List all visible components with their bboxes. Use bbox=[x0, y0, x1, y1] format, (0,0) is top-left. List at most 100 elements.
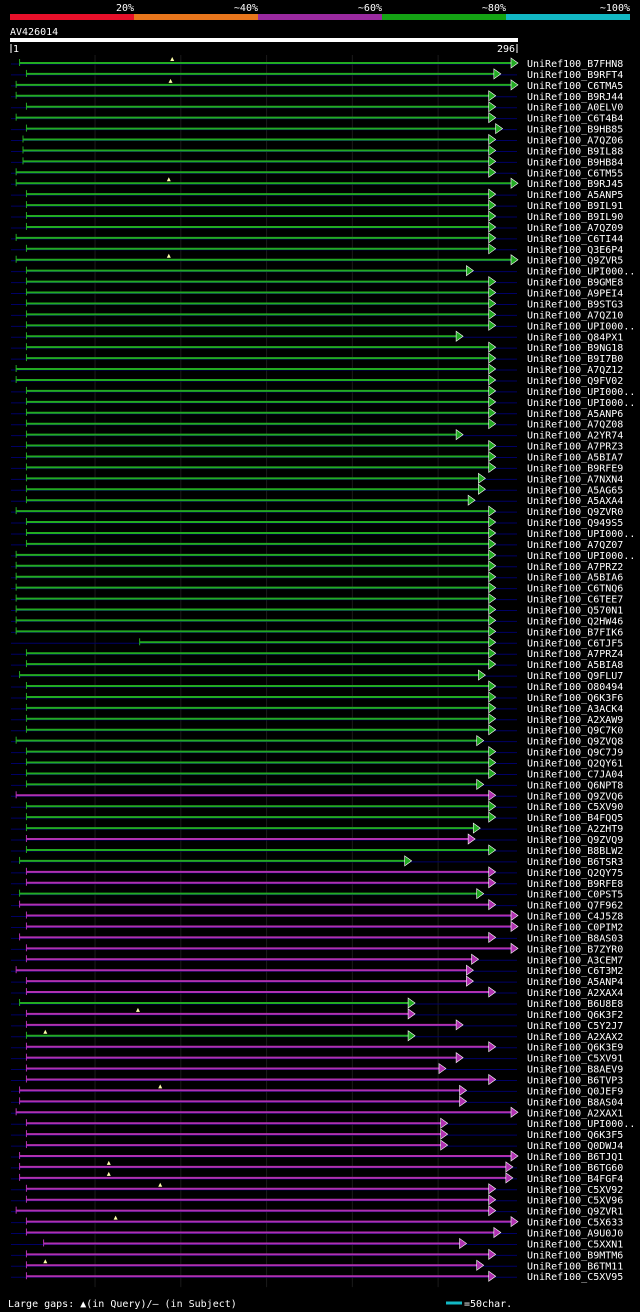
hit-end-arrow bbox=[476, 888, 485, 900]
query-gap-marker bbox=[135, 1007, 140, 1012]
hit-label: UniRef100_A7QZ12 bbox=[527, 365, 623, 376]
hit-label: UniRef100_A2XAX1 bbox=[527, 1108, 623, 1119]
color-scale-segment bbox=[258, 14, 382, 20]
hit-end-arrow bbox=[488, 1205, 497, 1217]
hit-label: UniRef100_Q6K3E9 bbox=[527, 1043, 623, 1054]
color-scale-label: ~60% bbox=[358, 3, 382, 14]
hit-label: UniRef100_UPI000.. bbox=[527, 529, 635, 540]
hit-label: UniRef100_B9I7B0 bbox=[527, 354, 623, 365]
hit-label: UniRef100_C0PST5 bbox=[527, 890, 623, 901]
hit-end-arrow bbox=[505, 1161, 514, 1173]
hit-end-arrow bbox=[488, 571, 497, 583]
hit-end-arrow bbox=[455, 429, 464, 441]
hit-end-arrow bbox=[488, 767, 497, 780]
hit-label: UniRef100_B9GME8 bbox=[527, 278, 623, 289]
hit-label: UniRef100_Q7F962 bbox=[527, 901, 623, 912]
hit-end-arrow bbox=[488, 746, 497, 758]
hit-label: UniRef100_A7PRZ2 bbox=[527, 562, 623, 573]
hit-label: UniRef100_A7QZ10 bbox=[527, 310, 623, 321]
hit-end-arrow bbox=[488, 844, 497, 856]
hit-end-arrow bbox=[440, 1117, 449, 1129]
hit-label: UniRef100_A2YR74 bbox=[527, 431, 623, 442]
hit-label: UniRef100_A9U0J0 bbox=[527, 1229, 623, 1240]
hit-end-arrow bbox=[488, 221, 497, 233]
hit-label: UniRef100_C5X633 bbox=[527, 1218, 623, 1229]
hit-label: UniRef100_A2XAX4 bbox=[527, 988, 623, 999]
hit-label: UniRef100_UPI000.. bbox=[527, 321, 635, 332]
hit-end-arrow bbox=[488, 418, 497, 430]
hit-label: UniRef100_B6TSR3 bbox=[527, 857, 623, 868]
hit-label: UniRef100_C6TMA5 bbox=[527, 81, 623, 92]
query-end-label: 296 bbox=[497, 44, 515, 55]
query-start-label: 1 bbox=[13, 44, 19, 55]
hit-end-arrow bbox=[495, 122, 504, 135]
hit-label: UniRef100_B6TJQ1 bbox=[527, 1152, 623, 1163]
hit-label: UniRef100_B9IL90 bbox=[527, 212, 623, 223]
hit-label: UniRef100_B9MTM6 bbox=[527, 1250, 623, 1261]
hit-label: UniRef100_C5XXN1 bbox=[527, 1239, 623, 1250]
hit-label: UniRef100_Q84PX1 bbox=[527, 332, 623, 343]
hit-end-arrow bbox=[488, 582, 497, 594]
hit-label: UniRef100_B6TVP3 bbox=[527, 1075, 623, 1086]
hit-label: UniRef100_A7QZ09 bbox=[527, 223, 623, 234]
hit-label: UniRef100_O80494 bbox=[527, 682, 623, 693]
hit-label: UniRef100_B8AS03 bbox=[527, 933, 623, 944]
query-gap-marker bbox=[43, 1259, 48, 1264]
hit-label: UniRef100_B8AEV9 bbox=[527, 1065, 623, 1076]
hit-end-arrow bbox=[488, 877, 497, 889]
hit-end-arrow bbox=[488, 188, 497, 200]
hit-end-arrow bbox=[467, 494, 476, 506]
hit-end-arrow bbox=[488, 1183, 497, 1195]
hit-label: UniRef100_B9RJ45 bbox=[527, 179, 623, 190]
hit-end-arrow bbox=[488, 385, 497, 397]
query-gap-marker bbox=[168, 78, 173, 83]
hit-label: UniRef100_B7ZYR0 bbox=[527, 944, 623, 955]
query-gap-marker bbox=[158, 1182, 163, 1187]
hit-end-arrow bbox=[488, 603, 497, 616]
hit-label: UniRef100_A3CEM7 bbox=[527, 955, 623, 966]
hit-label: UniRef100_C6TNQ6 bbox=[527, 584, 623, 595]
hit-label: UniRef100_B9IL91 bbox=[527, 201, 623, 212]
hit-label: UniRef100_A7NXN4 bbox=[527, 474, 623, 485]
query-gap-marker bbox=[106, 1160, 111, 1165]
hit-label: UniRef100_C4J5Z8 bbox=[527, 912, 623, 923]
hit-label: UniRef100_B8AS04 bbox=[527, 1097, 623, 1108]
hit-end-arrow bbox=[510, 909, 519, 922]
hit-end-arrow bbox=[493, 68, 502, 80]
hit-label: UniRef100_A5AXA4 bbox=[527, 496, 623, 507]
hit-label: UniRef100_A0ELV0 bbox=[527, 103, 623, 114]
hit-end-arrow bbox=[459, 1095, 468, 1107]
hit-label: UniRef100_UPI000.. bbox=[527, 551, 635, 562]
hit-label: UniRef100_UPI000.. bbox=[527, 398, 635, 409]
hit-label: UniRef100_A5BIA6 bbox=[527, 573, 623, 584]
query-gap-marker bbox=[113, 1215, 118, 1220]
color-scale-label: 20% bbox=[116, 3, 134, 14]
hit-label: UniRef100_A5BIA7 bbox=[527, 452, 623, 463]
query-bar bbox=[10, 38, 518, 42]
hit-end-arrow bbox=[404, 855, 413, 867]
hit-end-arrow bbox=[488, 549, 497, 561]
hit-end-arrow bbox=[488, 789, 497, 801]
hit-label: UniRef100_B7FHN8 bbox=[527, 59, 623, 70]
hit-label: UniRef100_Q9ZVQ6 bbox=[527, 791, 623, 802]
hit-end-arrow bbox=[510, 942, 519, 954]
hit-end-arrow bbox=[488, 341, 497, 353]
hit-label: UniRef100_B6TG60 bbox=[527, 1163, 623, 1174]
hit-end-arrow bbox=[488, 144, 497, 157]
hit-label: UniRef100_C5XV91 bbox=[527, 1054, 623, 1065]
hit-end-arrow bbox=[488, 90, 497, 102]
hit-label: UniRef100_C6TI44 bbox=[527, 234, 623, 245]
hit-end-arrow bbox=[488, 461, 497, 473]
hit-end-arrow bbox=[488, 1270, 497, 1282]
hit-label: UniRef100_A7QZ06 bbox=[527, 136, 623, 147]
hit-label: UniRef100_C6TEE7 bbox=[527, 595, 623, 606]
hit-label: UniRef100_C5Y2J7 bbox=[527, 1021, 623, 1032]
hit-label: UniRef100_C5XV90 bbox=[527, 802, 623, 813]
hit-end-arrow bbox=[466, 964, 474, 976]
hit-end-arrow bbox=[459, 1237, 468, 1250]
hit-end-arrow bbox=[488, 319, 497, 331]
hit-end-arrow bbox=[488, 1073, 497, 1086]
hit-label: UniRef100_Q570N1 bbox=[527, 606, 623, 617]
hit-label: UniRef100_Q949S5 bbox=[527, 518, 623, 529]
hit-label: UniRef100_A5ANP4 bbox=[527, 977, 623, 988]
